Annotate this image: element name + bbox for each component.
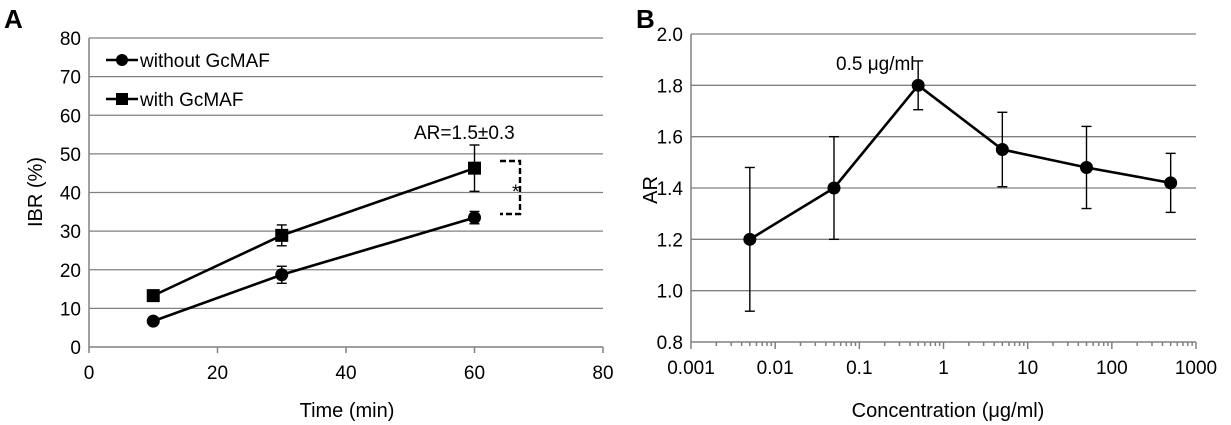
y-tick-label: 1.6 <box>657 128 683 149</box>
y-tick-label: 1.2 <box>657 230 683 251</box>
y-tick-label: 0.8 <box>657 333 683 354</box>
panel-b-y-tick-labels: 0.8 1.0 1.2 1.4 1.6 1.8 2.0 <box>657 25 684 354</box>
legend-square-marker <box>116 93 128 105</box>
panel-a-ar-annotation: AR=1.5±0.3 <box>414 123 515 144</box>
y-tick-label: 70 <box>60 68 81 89</box>
panel-b-x-tick-labels: 0.001 0.01 0.1 1 10 100 1000 <box>667 358 1217 379</box>
x-tick-label: 1000 <box>1175 358 1217 379</box>
x-tick-label: 1 <box>938 358 949 379</box>
y-tick-label: 0 <box>70 338 81 359</box>
panel-a-gridlines <box>89 37 603 310</box>
y-tick-label: 80 <box>60 29 81 50</box>
legend-label-without: without GcMAF <box>139 51 270 72</box>
panel-b-axes <box>690 34 1197 349</box>
panel-b-y-axis-title: AR <box>640 176 662 204</box>
y-tick-label: 1.0 <box>657 282 683 303</box>
x-tick-label: 60 <box>464 363 485 384</box>
y-tick-label: 2.0 <box>657 25 683 46</box>
data-point <box>468 161 481 175</box>
legend-label-with: with GcMAF <box>139 90 243 111</box>
data-point <box>275 228 289 242</box>
data-point <box>1164 176 1178 190</box>
data-point <box>911 78 925 92</box>
x-tick-label: 20 <box>207 363 228 384</box>
panel-a-axes <box>88 38 604 353</box>
y-tick-label: 20 <box>60 261 81 282</box>
data-point <box>827 181 841 195</box>
panel-b-x-axis-title: Concentration (μg/ml) <box>852 400 1045 422</box>
data-point <box>468 211 481 225</box>
x-tick-label: 0.01 <box>757 358 794 379</box>
y-tick-label: 1.4 <box>657 179 684 200</box>
data-point <box>146 289 160 303</box>
significance-bracket <box>500 159 522 216</box>
y-tick-label: 10 <box>60 299 81 320</box>
y-tick-label: 1.8 <box>657 76 683 97</box>
data-point <box>1079 160 1093 174</box>
panel-a-y-tick-labels: 0 10 20 30 40 50 60 70 80 <box>60 29 81 359</box>
data-point <box>995 143 1009 156</box>
x-tick-label: 40 <box>335 363 356 384</box>
panel-a-x-tick-labels: 0 20 40 60 80 <box>84 363 614 384</box>
data-point <box>743 232 757 246</box>
x-tick-label: 100 <box>1096 358 1128 379</box>
x-tick-label: 0.001 <box>667 358 715 379</box>
y-tick-label: 50 <box>60 145 81 166</box>
panel-b-gridlines <box>691 33 1196 292</box>
y-tick-label: 40 <box>60 184 81 205</box>
data-point <box>146 314 160 328</box>
legend-circle-marker <box>116 54 128 66</box>
panel-b-series <box>743 60 1178 312</box>
panel-a-legend: without GcMAF with GcMAF <box>106 51 270 111</box>
y-tick-label: 60 <box>60 106 81 127</box>
panel-a-series <box>146 144 481 328</box>
data-point <box>275 268 289 282</box>
panel-a-label: A <box>4 4 23 34</box>
panel-b-peak-annotation: 0.5 μg/ml <box>836 54 915 75</box>
panel-a-x-axis-title: Time (min) <box>300 400 395 422</box>
y-tick-label: 30 <box>60 222 81 243</box>
x-tick-label: 0.1 <box>846 358 872 379</box>
significance-asterisk: * <box>512 182 520 203</box>
x-tick-label: 10 <box>1017 358 1038 379</box>
panel-a-y-axis-title: IBR (%) <box>25 157 47 227</box>
x-tick-label: 0 <box>84 363 95 384</box>
panel-b-label: B <box>636 4 655 34</box>
x-tick-label: 80 <box>592 363 613 384</box>
series-line-ar <box>749 83 1171 241</box>
panel-b-minor-ticks <box>715 342 1193 346</box>
